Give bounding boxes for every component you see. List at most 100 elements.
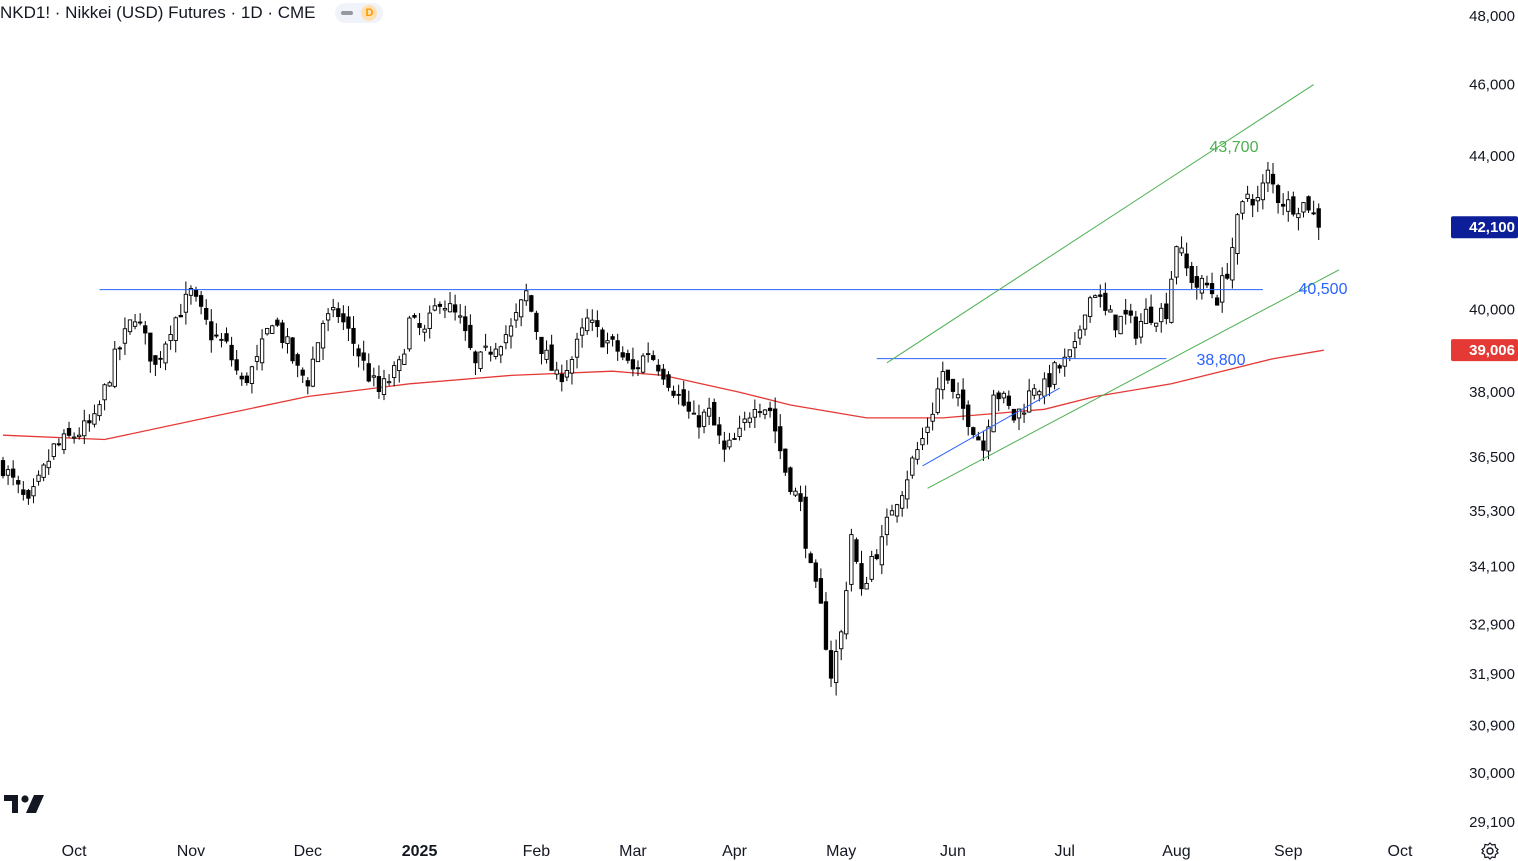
candle [640,353,646,374]
candle [1316,203,1321,240]
candle [331,298,336,318]
candle [681,380,686,407]
candle [1230,237,1235,289]
candle [874,549,879,561]
candle [107,380,112,387]
candle [1311,200,1316,216]
candle [224,327,229,344]
candle [407,315,412,352]
candle [1291,191,1296,217]
candle [432,298,437,312]
candle [691,400,697,415]
candle [1108,305,1113,313]
candle [590,309,595,331]
candle [463,305,468,341]
candle [615,333,620,361]
candle [564,360,570,382]
candle [1133,310,1138,346]
candle [1098,284,1103,308]
candle [646,342,651,363]
settings-gear-icon[interactable] [1480,841,1500,861]
candle [1225,263,1230,280]
candle [1245,185,1250,202]
candle [1103,282,1108,316]
price-tick-label: 44,000 [1469,148,1515,165]
candle [442,300,448,319]
candle [549,334,554,371]
candle [1174,245,1179,285]
candle [595,310,600,338]
candle [66,421,72,438]
candle [1214,294,1220,306]
candle [452,294,458,321]
candle [879,525,884,575]
candle [315,342,321,363]
candle [554,361,559,380]
candle [579,318,585,348]
candle [1047,364,1052,397]
candle [900,491,905,517]
candle [859,550,864,596]
candle [198,291,204,315]
candle [1281,193,1286,216]
candle [87,414,92,432]
candle [884,508,890,546]
candle [61,429,67,455]
candle [193,286,199,302]
candle [16,475,21,494]
status-badges[interactable]: D [335,3,384,23]
time-tick-label: May [826,843,856,860]
candle [986,419,991,460]
candle [1118,315,1123,335]
candle [935,377,940,415]
candle [92,404,97,428]
candle [1082,314,1088,336]
candle [1143,298,1149,325]
candle [412,313,417,319]
candle [524,283,529,306]
candle [127,319,133,335]
channel-top-line[interactable] [886,84,1314,364]
candle [229,336,234,367]
wedge-support-line[interactable] [922,387,1060,467]
candle [168,325,173,350]
candle [239,372,244,386]
candle [569,356,575,385]
candle [600,327,605,348]
candle [828,640,834,687]
candle [244,372,249,386]
time-tick-label: Oct [1388,843,1413,860]
candle [818,568,824,604]
candle [493,342,498,360]
candle [727,432,732,450]
candle [77,427,82,440]
candle [971,426,976,439]
candle [188,285,194,305]
candle [1006,390,1011,410]
candle [945,369,951,384]
candle [585,308,590,335]
candle [656,359,661,376]
candle [773,397,778,444]
time-tick-label: Nov [177,843,205,860]
channel-bottom-line[interactable] [927,269,1340,489]
candle [544,340,549,364]
candle [361,340,366,371]
candle [473,350,478,376]
candle [960,378,966,421]
candle [529,294,534,313]
candle [11,460,16,486]
candle [71,432,77,444]
candle [762,409,768,420]
candle [295,352,300,378]
tradingview-logo-icon[interactable] [4,792,46,816]
candle [910,455,915,479]
price-tick-label: 31,900 [1469,666,1515,683]
candle [1001,391,1006,404]
candle [356,344,361,368]
candle [671,385,676,398]
symbol-title[interactable]: NKD1! · Nikkei (USD) Futures · 1D · CME [0,3,316,22]
candle [1138,313,1144,344]
candle [468,314,473,350]
